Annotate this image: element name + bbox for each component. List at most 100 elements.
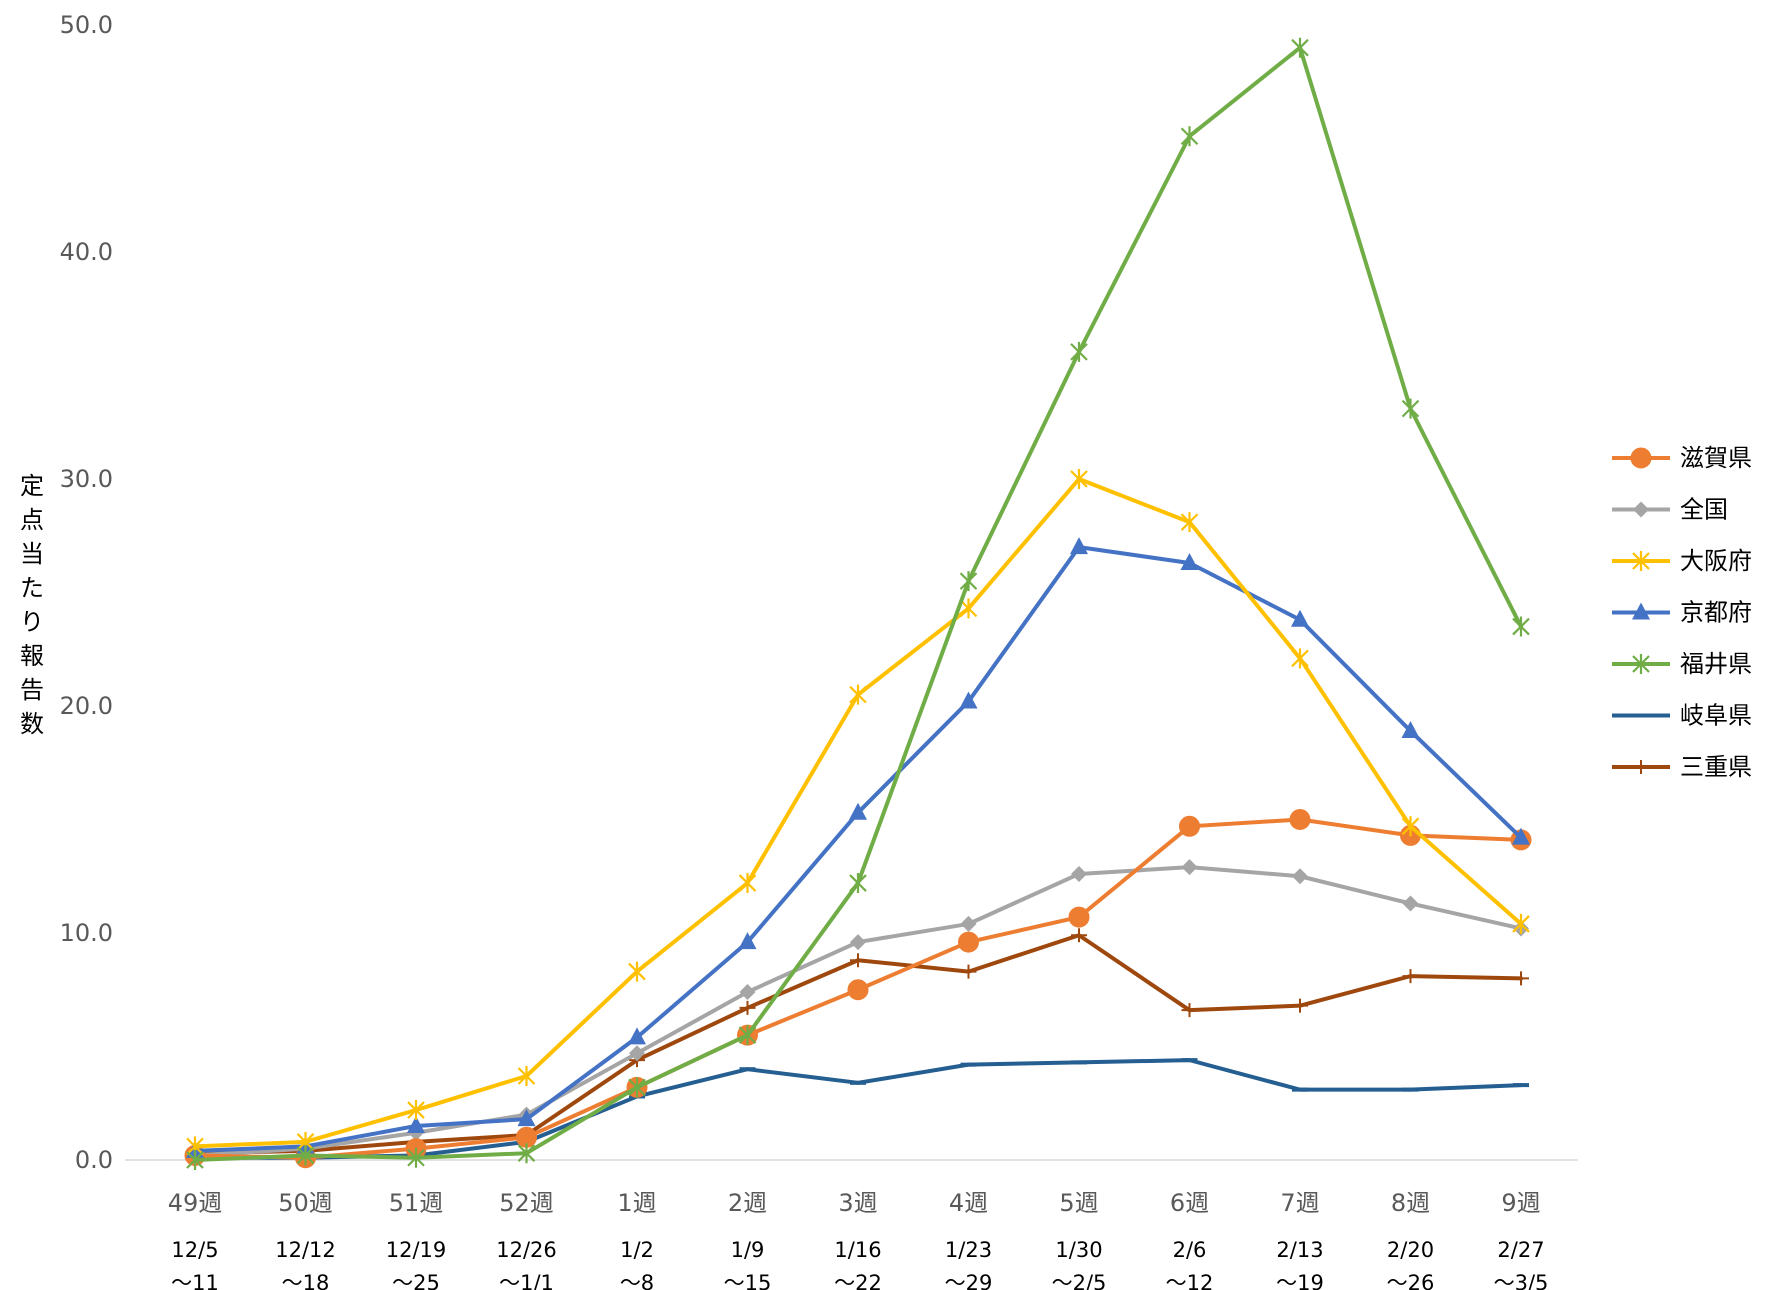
series-1-point xyxy=(1402,895,1419,912)
series-4-point xyxy=(849,873,867,894)
series-3-point xyxy=(517,1109,536,1127)
series-3-point xyxy=(1070,537,1088,555)
series-6-point xyxy=(1071,928,1087,943)
series-4-point xyxy=(1512,616,1530,637)
legend-swatch-marker xyxy=(1632,654,1650,674)
series-2-point xyxy=(1180,512,1199,533)
series-0-point xyxy=(958,931,979,953)
y-tick-label: 0.0 xyxy=(75,1146,113,1174)
legend-swatch-marker xyxy=(1630,447,1652,469)
series-1-line xyxy=(193,865,1523,1158)
series-2-point xyxy=(407,1100,425,1121)
series-3-point xyxy=(959,691,978,709)
legend-item: 福井県 xyxy=(1612,650,1752,678)
legend-label: 大阪府 xyxy=(1680,547,1752,575)
y-tick-label: 20.0 xyxy=(60,692,113,720)
x-tick-label: 49週 xyxy=(168,1189,223,1217)
series-2-point xyxy=(738,873,757,894)
series-2-point xyxy=(1401,816,1420,837)
series-3-point xyxy=(738,932,757,950)
x-tick-sublabel: 〜22 xyxy=(834,1271,882,1290)
y-axis-label-char: り xyxy=(20,608,44,636)
x-tick-label: 5週 xyxy=(1059,1189,1098,1217)
x-tick-sublabel: 1/16 xyxy=(834,1238,881,1262)
series-4-point xyxy=(738,1025,757,1046)
series-4-point xyxy=(186,1150,204,1170)
legend-item: 全国 xyxy=(1612,496,1728,524)
legend-swatch-marker xyxy=(1633,501,1649,518)
series-2-point xyxy=(1070,469,1088,489)
series-4-point xyxy=(296,1145,315,1166)
series-1-point xyxy=(1071,865,1087,882)
series-2-point xyxy=(849,684,867,705)
x-tick-sublabel: 〜12 xyxy=(1166,1271,1214,1290)
legend-label: 福井県 xyxy=(1680,650,1752,678)
x-tick-label: 2週 xyxy=(728,1189,767,1217)
series-4-point xyxy=(1401,398,1420,419)
y-tick-label: 50.0 xyxy=(60,11,113,39)
series-6-group xyxy=(187,928,1529,1161)
legend-swatch-marker xyxy=(1632,551,1650,571)
series-4-point xyxy=(628,1077,646,1098)
legend-item: 岐阜県 xyxy=(1612,702,1752,730)
y-axis-label-char: 当 xyxy=(20,540,44,568)
series-0-point xyxy=(1179,815,1200,837)
series-4-point xyxy=(517,1143,536,1164)
x-tick-sublabel: 1/2 xyxy=(620,1238,654,1262)
series-3-point xyxy=(407,1115,425,1133)
series-0-point xyxy=(1068,906,1090,928)
legend-swatch-marker xyxy=(1633,760,1649,774)
series-4-point xyxy=(1291,37,1309,58)
legend-label: 全国 xyxy=(1680,496,1728,524)
x-tick-label: 4週 xyxy=(949,1189,988,1217)
x-tick-sublabel: 12/19 xyxy=(386,1238,447,1262)
series-6-point xyxy=(1181,1003,1198,1018)
series-2-point xyxy=(628,961,646,982)
series-0-group xyxy=(184,809,1532,1169)
y-axis-label-char: 定 xyxy=(20,472,44,500)
x-tick-sublabel: 〜3/5 xyxy=(1494,1271,1549,1290)
x-tick-label: 9週 xyxy=(1501,1189,1540,1217)
series-2-point xyxy=(1291,648,1309,669)
series-2-group xyxy=(186,469,1530,1157)
x-tick-label: 8週 xyxy=(1391,1189,1430,1217)
x-tick-sublabel: 〜29 xyxy=(945,1271,993,1290)
legend-item: 大阪府 xyxy=(1612,547,1752,575)
series-6-point xyxy=(739,1000,756,1015)
series-1-point xyxy=(1181,859,1198,876)
series-4-point xyxy=(407,1147,425,1168)
y-tick-label: 30.0 xyxy=(60,465,113,493)
legend-label: 滋賀県 xyxy=(1680,444,1752,472)
y-tick-label: 40.0 xyxy=(60,238,113,266)
x-tick-sublabel: 〜26 xyxy=(1387,1271,1435,1290)
y-axis-ticks: 0.0 10.0 20.0 30.0 40.0 50.0 xyxy=(60,11,113,1174)
series-6-point xyxy=(850,953,866,968)
legend-item: 三重県 xyxy=(1612,753,1752,781)
series-0-point xyxy=(847,979,869,1001)
series-2-point xyxy=(517,1066,536,1087)
legend-label: 三重県 xyxy=(1680,753,1752,781)
series-3-point xyxy=(1401,720,1420,738)
legend-item: 京都府 xyxy=(1612,599,1752,627)
x-tick-sublabel: 1/30 xyxy=(1055,1238,1102,1262)
x-tick-sublabel: 〜1/1 xyxy=(499,1271,554,1290)
series-1-point xyxy=(629,1045,645,1062)
x-tick-sublabel: 〜11 xyxy=(171,1271,219,1290)
series-4-group xyxy=(186,37,1530,1170)
series-3-line xyxy=(193,545,1523,1153)
legend-label: 京都府 xyxy=(1680,599,1752,627)
legend-item: 滋賀県 xyxy=(1612,444,1752,472)
y-tick-label: 10.0 xyxy=(60,919,113,947)
series-6-point xyxy=(1402,969,1419,984)
x-tick-sublabel: 12/5 xyxy=(171,1238,218,1262)
y-axis-label-char: 告 xyxy=(20,676,44,704)
x-tick-sublabel: 〜2/5 xyxy=(1052,1271,1107,1290)
series-3-point xyxy=(1512,827,1530,845)
x-tick-sublabel: 〜18 xyxy=(282,1271,330,1290)
x-tick-label: 6週 xyxy=(1170,1189,1209,1217)
series-1-point xyxy=(739,984,756,1001)
x-tick-label: 7週 xyxy=(1280,1189,1319,1217)
x-tick-sublabel: 2/27 xyxy=(1497,1238,1544,1262)
series-1-point xyxy=(1292,868,1308,885)
